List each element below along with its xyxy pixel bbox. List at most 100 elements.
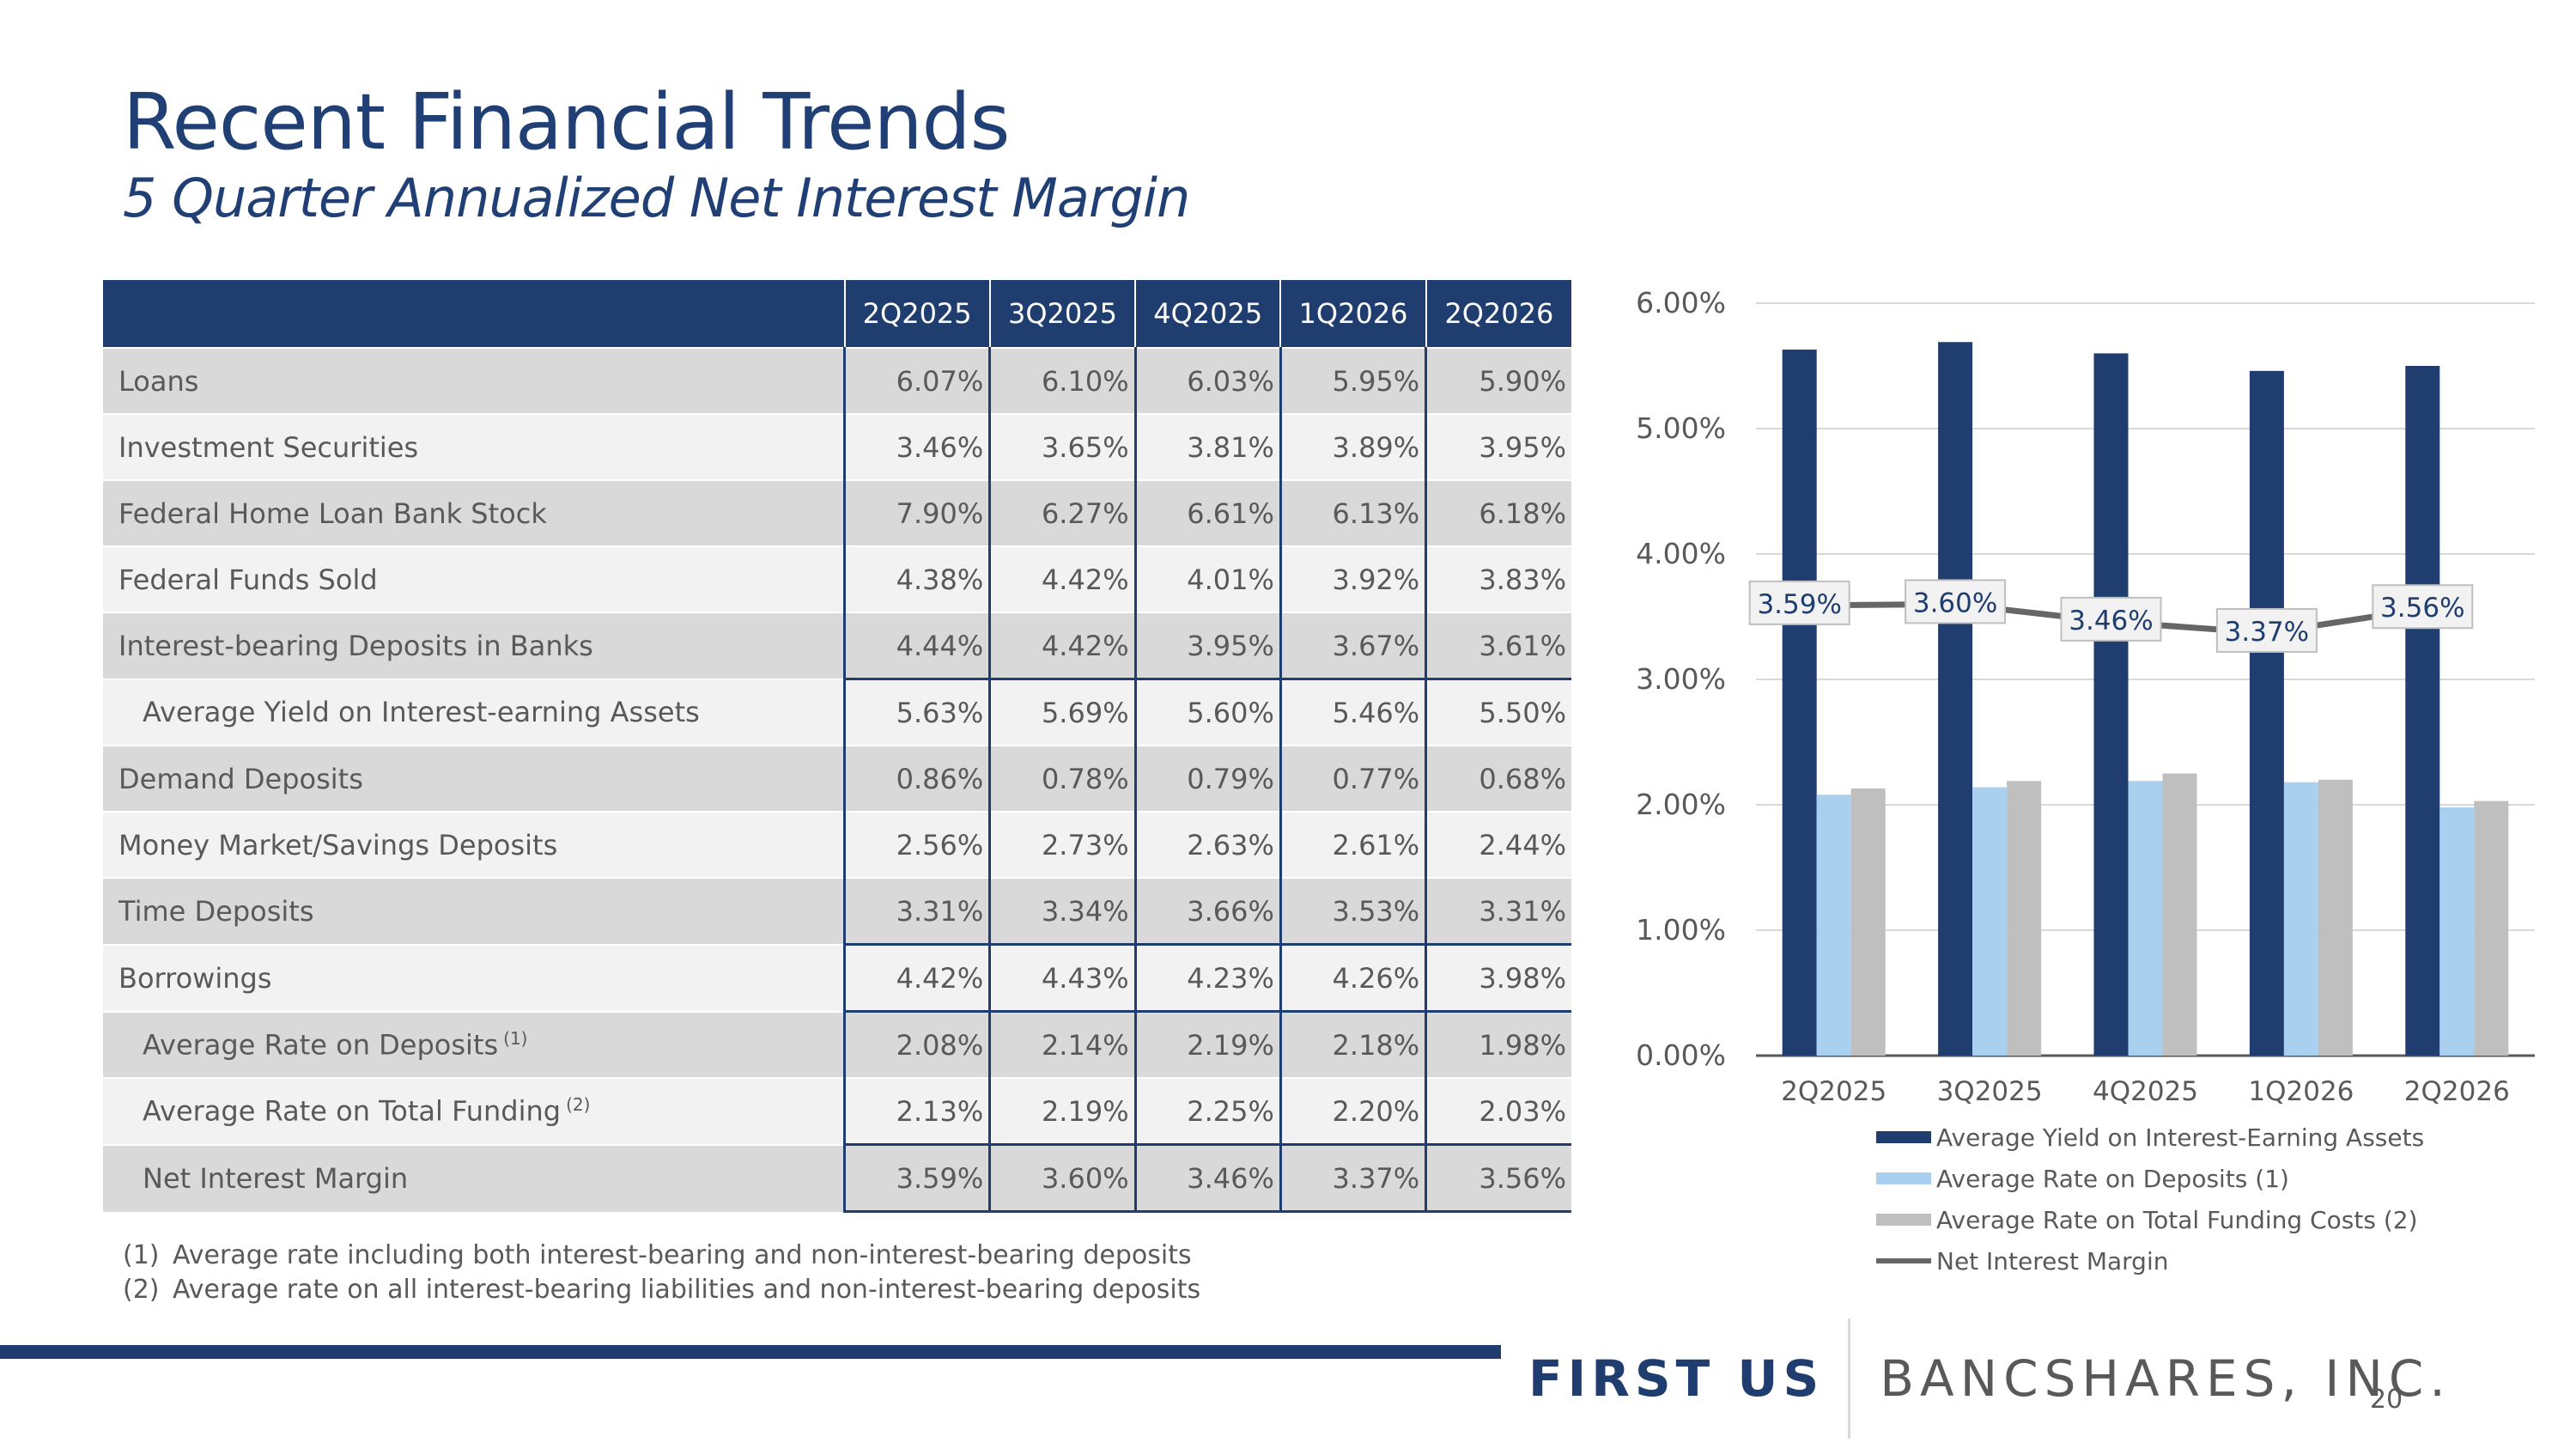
table-header-row: 2Q2025 3Q2025 4Q2025 1Q2026 2Q2026 [103, 280, 1571, 348]
table-cell: 3.81% [1133, 413, 1281, 480]
table-cell: 2.56% [842, 811, 990, 878]
bar [2283, 782, 2318, 1056]
table-row: Demand Deposits 0.86% 0.78% 0.79% 0.77% 0.68% [103, 745, 1571, 812]
table-row: Investment Securities 3.46% 3.65% 3.81% 3.89… [103, 413, 1571, 480]
row-label-text: Average Rate on Deposits [143, 1028, 499, 1062]
page-subtitle: 5 Quarter Annualized Net Interest Margin [123, 167, 1190, 229]
table-cell: 2.20% [1279, 1077, 1426, 1145]
row-label-text: Loans [118, 364, 199, 398]
footer-rule [0, 1345, 1501, 1359]
y-tick-label: 2.00% [1636, 788, 1726, 821]
table-cell: 3.83% [1425, 545, 1571, 612]
table-row: Average Rate on Deposits (1) 2.08% 2.14% 2.1… [103, 1010, 1571, 1078]
row-label: Interest-bearing Deposits in Banks [103, 612, 845, 679]
y-tick-label: 3.00% [1636, 662, 1726, 696]
table-row: Average Rate on Total Funding (2) 2.13% 2.1… [103, 1077, 1571, 1145]
row-label-text: Federal Home Loan Bank Stock [118, 496, 547, 530]
y-tick-label: 5.00% [1636, 411, 1726, 445]
data-label: 3.56% [2380, 593, 2464, 624]
data-label-box [1905, 579, 2007, 624]
table-row: Federal Funds Sold 4.38% 4.42% 4.01% 3.92% 3.… [103, 545, 1571, 612]
row-label: Net Interest Margin [103, 1143, 845, 1212]
table-cell: 2.14% [988, 1010, 1136, 1078]
row-label-text: Net Interest Margin [143, 1162, 409, 1195]
table-cell: 3.31% [842, 877, 990, 945]
column-header: 2Q2026 [1425, 280, 1571, 348]
table-cell: 2.73% [988, 811, 1136, 878]
table-row: Interest-bearing Deposits in Banks 4.44% 4… [103, 612, 1571, 679]
row-label: Borrowings [103, 943, 845, 1012]
column-header: 4Q2025 [1134, 280, 1281, 348]
table-row: Net Interest Margin 3.59% 3.60% 3.46% 3.37% 3… [103, 1143, 1571, 1213]
footnote: (1) Average rate including both interest-… [123, 1239, 1200, 1273]
footnote-marker: (2) [123, 1275, 160, 1305]
table-cell: 5.46% [1279, 678, 1426, 746]
table-cell: 3.98% [1425, 943, 1571, 1012]
row-label-text: Federal Funds Sold [118, 563, 378, 596]
table-cell: 0.77% [1279, 745, 1426, 812]
table-cell: 3.46% [842, 413, 990, 480]
bar [2093, 353, 2129, 1056]
row-label-text: Average Rate on Total Funding [143, 1095, 562, 1129]
table-cell: 6.03% [1133, 347, 1281, 414]
bar [2474, 801, 2509, 1056]
y-tick-label: 0.00% [1636, 1038, 1726, 1072]
data-label-box [2215, 607, 2318, 653]
table-cell: 5.69% [988, 678, 1136, 746]
row-label-text: Money Market/Savings Deposits [118, 828, 558, 861]
legend-swatch [1876, 1172, 1931, 1184]
row-label-text: Investment Securities [118, 430, 419, 464]
bar [1850, 788, 1886, 1056]
table-cell: 4.42% [988, 545, 1136, 612]
data-label: 3.46% [2069, 606, 2153, 636]
rates-table: 2Q2025 3Q2025 4Q2025 1Q2026 2Q2026 Loans… [103, 280, 1571, 1213]
row-label: Time Deposits [103, 877, 845, 945]
y-tick-label: 1.00% [1636, 913, 1726, 947]
row-label: Investment Securities [103, 413, 845, 480]
page-number: 20 [2370, 1385, 2403, 1415]
table-cell: 2.63% [1133, 811, 1281, 878]
company-logo: FIRST US BANCSHARES, INC. [1528, 1318, 2451, 1439]
header-corner [103, 280, 845, 348]
table-cell: 5.90% [1425, 347, 1571, 414]
y-tick-label: 4.00% [1636, 537, 1726, 570]
column-header: 3Q2025 [988, 280, 1136, 348]
data-label: 3.60% [1913, 588, 1997, 618]
bar [2007, 781, 2042, 1056]
column-header: 1Q2026 [1279, 280, 1426, 348]
legend-label: Net Interest Margin [1936, 1246, 2169, 1275]
table-cell: 0.79% [1133, 745, 1281, 812]
footnote-ref: (2) [566, 1094, 591, 1116]
table-cell: 0.86% [842, 745, 990, 812]
row-label: Average Rate on Deposits (1) [103, 1010, 845, 1078]
row-label: Money Market/Savings Deposits [103, 811, 845, 878]
table-cell: 3.67% [1279, 612, 1426, 679]
table-row: Loans 6.07% 6.10% 6.03% 5.95% 5.90% [103, 347, 1571, 414]
logo-bancshares: BANCSHARES, INC. [1880, 1349, 2451, 1408]
table-cell: 5.60% [1133, 678, 1281, 746]
table-cell: 3.89% [1279, 413, 1426, 480]
table-cell: 2.44% [1425, 811, 1571, 878]
legend-item: Average Rate on Deposits (1) [1876, 1158, 2424, 1199]
row-label: Demand Deposits [103, 745, 845, 812]
row-label: Average Yield on Interest-earning Assets [103, 678, 845, 746]
table-cell: 3.56% [1425, 1143, 1571, 1213]
table-cell: 4.38% [842, 545, 990, 612]
bar [2162, 773, 2197, 1056]
y-tick-label: 6.00% [1636, 286, 1726, 320]
table-cell: 2.19% [988, 1077, 1136, 1145]
table-cell: 3.95% [1133, 612, 1281, 679]
bar [1938, 342, 1973, 1056]
row-label-text: Interest-bearing Deposits in Banks [118, 629, 593, 662]
table-cell: 3.95% [1425, 413, 1571, 480]
table-cell: 4.23% [1133, 943, 1281, 1012]
table-row: Average Yield on Interest-earning Assets… [103, 678, 1571, 746]
bar [1816, 795, 1851, 1056]
table-cell: 4.43% [988, 943, 1136, 1012]
chart-legend: Average Yield on Interest-Earning Assets… [1876, 1117, 2424, 1282]
table-cell: 0.68% [1425, 745, 1571, 812]
table-cell: 6.13% [1279, 479, 1426, 546]
bar [2128, 781, 2163, 1056]
legend-label: Average Rate on Deposits (1) [1936, 1164, 2289, 1193]
table-cell: 6.18% [1425, 479, 1571, 546]
